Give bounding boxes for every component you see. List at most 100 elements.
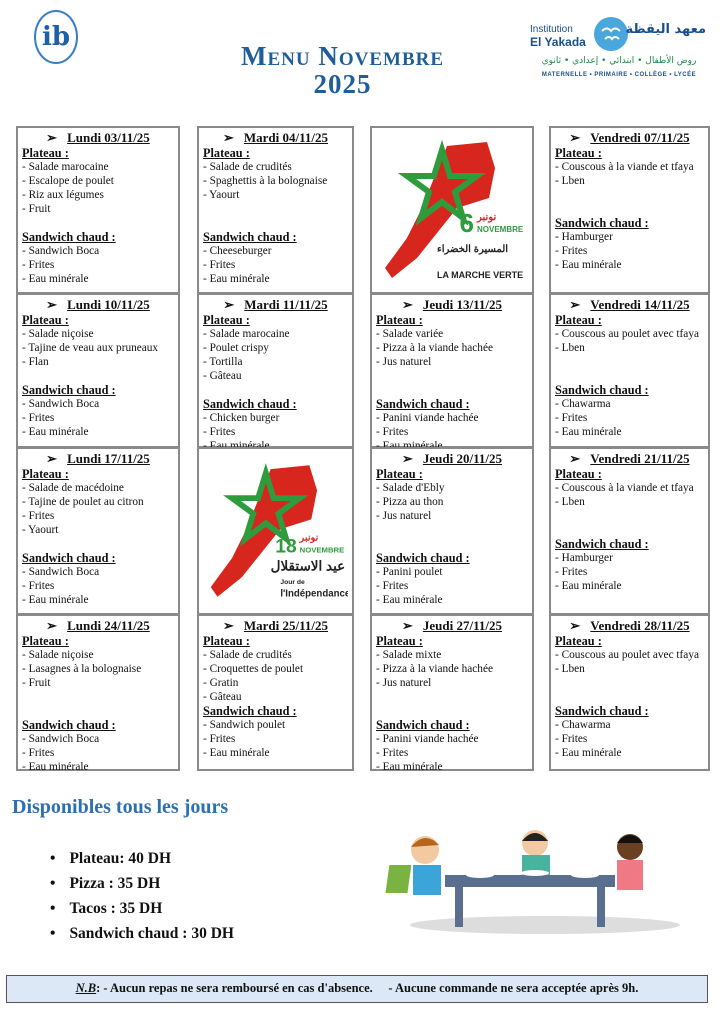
plateau-item: - Lben — [555, 175, 585, 187]
sandwich-heading: Sandwich chaud : — [376, 718, 470, 732]
plateau-item: - Salade d'Ebly — [376, 482, 445, 494]
price-item: Plateau: 40 DH — [50, 846, 234, 871]
note-text-2: - Aucune commande ne sera acceptée après… — [388, 981, 639, 995]
plateau-heading: Plateau : — [555, 146, 602, 160]
sandwich-item: - Frites — [555, 245, 588, 257]
day-date: Vendredi 14/11/25 — [590, 297, 690, 312]
sandwich-item: - Eau minérale — [203, 747, 270, 759]
day-date: Jeudi 27/11/25 — [422, 618, 502, 633]
plateau-heading: Plateau : — [22, 467, 69, 481]
day-heading: ➢ Vendredi 28/11/25 — [555, 618, 704, 634]
day-heading: ➢ Jeudi 27/11/25 — [376, 618, 528, 634]
sandwich-item: - Eau minérale — [22, 426, 89, 438]
plateau-heading: Plateau : — [203, 634, 250, 648]
day-date: Jeudi 20/11/25 — [422, 451, 502, 466]
spacer — [22, 690, 174, 718]
sandwich-item: - Eau minérale — [376, 440, 443, 452]
day-menu-cell: ➢ Mardi 25/11/25 Plateau :- Salade de crud… — [197, 614, 354, 771]
spacer — [555, 509, 704, 537]
day-heading: ➢ Vendredi 14/11/25 — [555, 297, 704, 313]
plateau-item: - Riz aux légumes — [22, 189, 104, 201]
day-menu-cell: ➢ Vendredi 28/11/25 Plateau :- Couscous au… — [549, 614, 710, 771]
day-menu-cell: ➢ Jeudi 20/11/25 Plateau :- Salade d'Ebly -… — [370, 447, 534, 615]
plateau-item: - Lben — [555, 496, 585, 508]
sandwich-item: - Sandwich Boca — [22, 566, 100, 578]
spacer — [203, 383, 348, 397]
plateau-item: - Pizza au thon — [376, 496, 444, 508]
plateau-heading: Plateau : — [555, 634, 602, 648]
plateau-item: - Pizza à la viande hachée — [376, 342, 493, 354]
plateau-item: - Tajine de poulet au citron — [22, 496, 144, 508]
plateau-item: - Tajine de veau aux pruneaux — [22, 342, 159, 354]
arrow-icon: ➢ — [46, 451, 58, 466]
day-heading: ➢ Mardi 04/11/25 — [203, 130, 348, 146]
day-menu-cell: ➢ Lundi 24/11/25 Plateau :- Salade niçoise… — [16, 614, 180, 773]
arrow-icon: ➢ — [46, 130, 58, 145]
plateau-item: - Yaourt — [203, 189, 240, 201]
day-date: Lundi 24/11/25 — [67, 618, 150, 633]
sandwich-item: - Eau minérale — [555, 426, 622, 438]
arrow-icon: ➢ — [569, 618, 581, 633]
arrow-icon: ➢ — [569, 130, 581, 145]
sandwich-item: - Eau minérale — [22, 273, 89, 285]
spacer — [555, 355, 704, 383]
spacer — [376, 523, 528, 551]
arrow-icon: ➢ — [569, 297, 581, 312]
day-date: Mardi 25/11/25 — [243, 618, 329, 633]
plateau-item: - Yaourt — [22, 524, 59, 536]
sandwich-item: - Frites — [555, 412, 588, 424]
sandwich-heading: Sandwich chaud : — [555, 216, 649, 230]
holiday-month: NOVEMBRE — [300, 545, 345, 554]
day-date: Jeudi 13/11/25 — [422, 297, 502, 312]
day-menu-cell: ➢ Mardi 04/11/25 Plateau :- Salade de crud… — [197, 126, 354, 294]
plateau-item: - Lben — [555, 342, 585, 354]
sandwich-item: - Frites — [203, 733, 236, 745]
plateau-item: - Gâteau — [203, 370, 242, 382]
day-heading: ➢ Mardi 25/11/25 — [203, 618, 348, 634]
spacer — [203, 202, 348, 230]
bird-icon — [594, 17, 628, 51]
plateau-item: - Flan — [22, 356, 49, 368]
sandwich-item: - Sandwich Boca — [22, 398, 100, 410]
plateau-heading: Plateau : — [203, 146, 250, 160]
day-heading: ➢ Lundi 17/11/25 — [22, 451, 174, 467]
day-menu-cell: ➢ Jeudi 13/11/25 Plateau :- Salade variée -… — [370, 293, 534, 452]
sandwich-heading: Sandwich chaud : — [376, 397, 470, 411]
plateau-item: - Fruit — [22, 203, 51, 215]
sandwich-item: - Eau minérale — [203, 273, 270, 285]
morocco-map-flag-image: 18 نونبر NOVEMBRE عيد الاستقلال Jour de l'Ind… — [210, 462, 348, 599]
sandwich-item: - Frites — [203, 259, 236, 271]
day-date: Mardi 11/11/25 — [244, 297, 328, 312]
plateau-item: - Couscous à la viande et tfaya — [555, 161, 694, 173]
sandwich-item: - Frites — [22, 747, 55, 759]
sandwich-item: - Panini poulet — [376, 566, 443, 578]
spacer — [555, 676, 704, 704]
plateau-item: - Couscous au poulet avec tfaya — [555, 649, 699, 661]
note-banner: N.B: - Aucun repas ne sera remboursé en … — [6, 975, 708, 1003]
plateau-heading: Plateau : — [22, 634, 69, 648]
sandwich-item: - Frites — [22, 580, 55, 592]
spacer — [376, 369, 528, 397]
sandwich-heading: Sandwich chaud : — [555, 537, 649, 551]
plateau-item: - Salade niçoise — [22, 649, 94, 661]
plateau-item: - Salade mixte — [376, 649, 442, 661]
day-menu-cell: ➢ Mardi 11/11/25 Plateau :- Salade marocai… — [197, 293, 354, 452]
sandwich-item: - Eau minérale — [376, 594, 443, 606]
sandwich-item: - Frites — [22, 412, 55, 424]
plateau-item: - Lasagnes à la bolognaise — [22, 663, 142, 675]
day-heading: ➢ Lundi 03/11/25 — [22, 130, 174, 146]
day-menu-cell: ➢ Vendredi 07/11/25 Plateau :- Couscous à … — [549, 126, 710, 294]
holiday-caption-ar: عيد الاستقلال — [271, 558, 346, 573]
day-heading: ➢ Vendredi 07/11/25 — [555, 130, 704, 146]
plateau-item: - Gratin — [203, 677, 239, 689]
plateau-heading: Plateau : — [555, 467, 602, 481]
sandwich-item: - Eau minérale — [22, 761, 89, 773]
plateau-item: - Spaghettis à la bolognaise — [203, 175, 328, 187]
sandwich-item: - Panini viande hachée — [376, 412, 479, 424]
sandwich-item: - Cheeseburger — [203, 245, 272, 257]
sandwich-item: - Frites — [203, 426, 236, 438]
institution-line-2: El Yakada — [530, 35, 586, 49]
day-date: Lundi 10/11/25 — [67, 297, 150, 312]
sandwich-item: - Hamburger — [555, 231, 613, 243]
